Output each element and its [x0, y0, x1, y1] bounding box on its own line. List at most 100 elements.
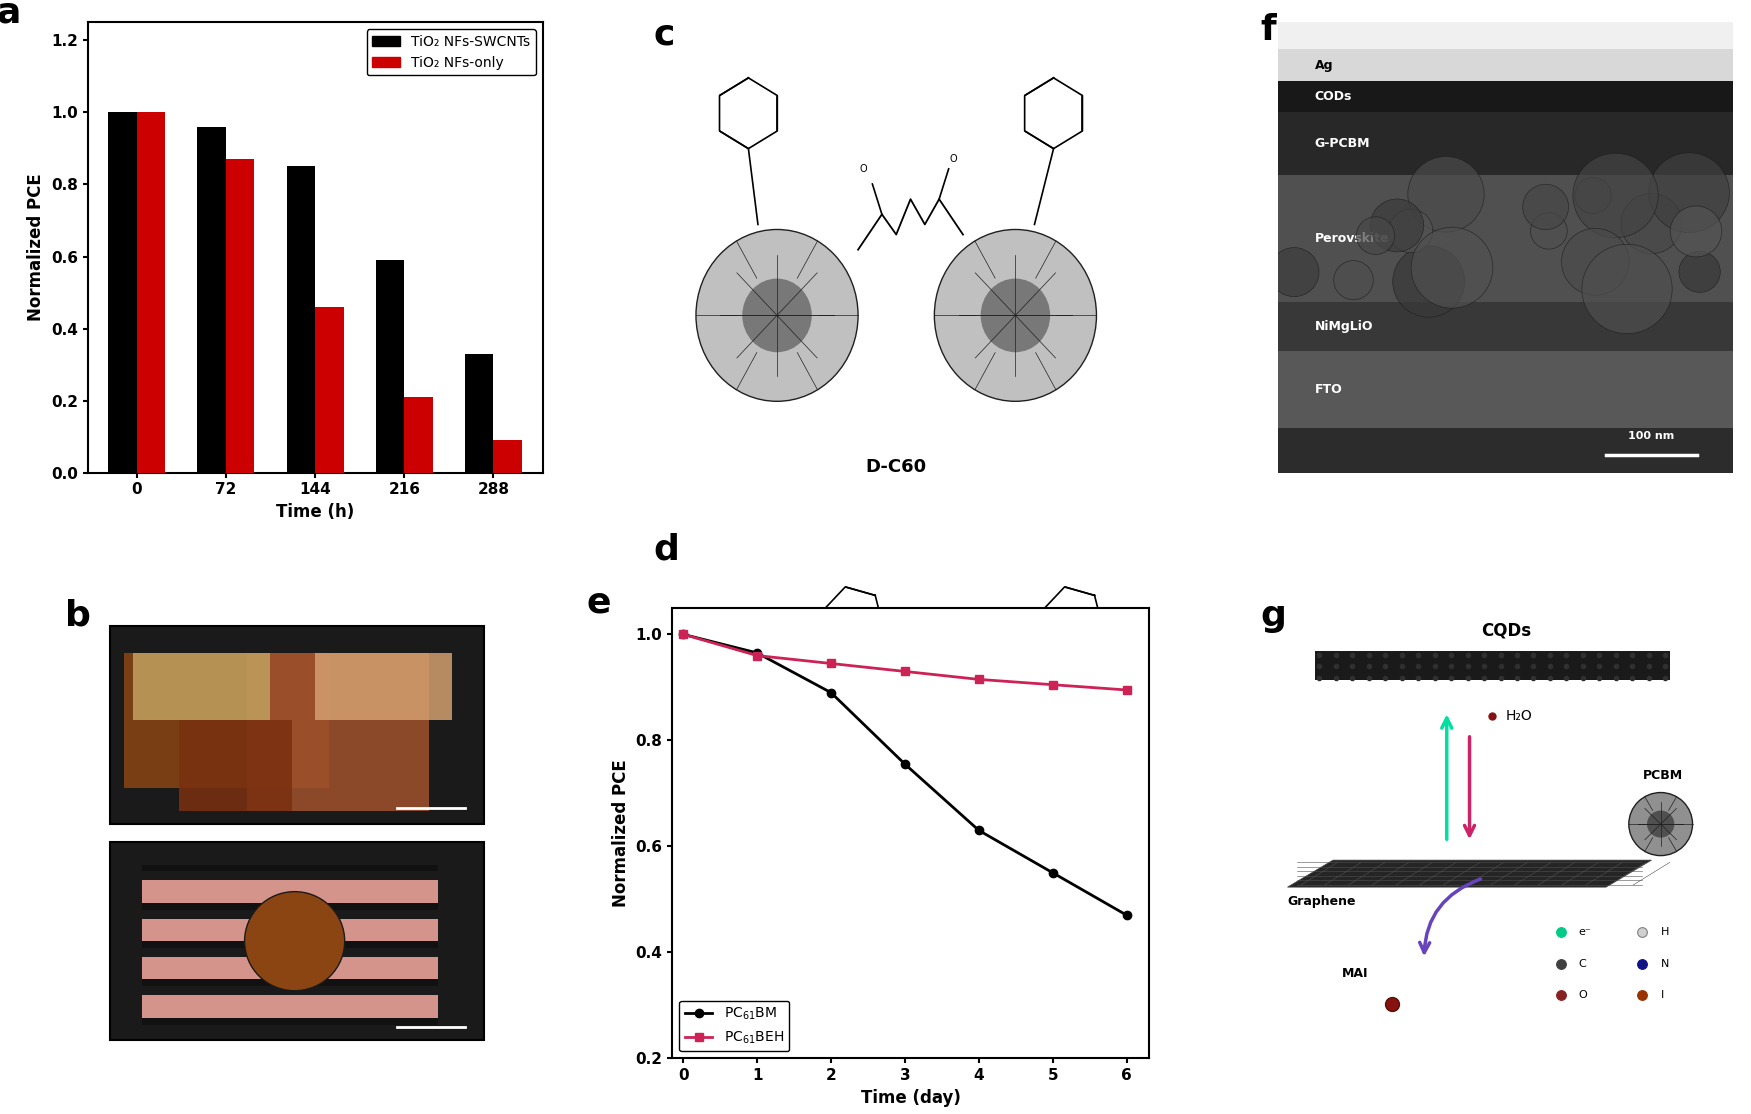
Y-axis label: Normalized PCE: Normalized PCE	[28, 174, 46, 321]
Circle shape	[1371, 199, 1424, 252]
Bar	[124, 653, 329, 788]
Circle shape	[1649, 153, 1730, 233]
Circle shape	[730, 266, 823, 364]
FancyBboxPatch shape	[110, 626, 483, 824]
Text: Graphene: Graphene	[1287, 896, 1355, 908]
Circle shape	[946, 242, 1086, 389]
Bar	[142, 995, 438, 1023]
Text: f: f	[1261, 13, 1276, 47]
Text: I: I	[1660, 990, 1663, 1000]
Text: H₂O: H₂O	[1506, 710, 1532, 723]
Circle shape	[723, 687, 832, 803]
Bar	[142, 902, 438, 910]
Circle shape	[1621, 194, 1683, 254]
Text: NiMgLiO: NiMgLiO	[1315, 320, 1373, 333]
Circle shape	[993, 291, 1038, 340]
Bar	[142, 880, 438, 908]
Circle shape	[1656, 820, 1665, 829]
Text: e⁻: e⁻	[1579, 927, 1592, 937]
Bar	[179, 721, 292, 811]
Circle shape	[763, 731, 791, 760]
Bar	[376, 260, 404, 472]
FancyBboxPatch shape	[713, 965, 812, 1040]
Circle shape	[1530, 213, 1567, 250]
Circle shape	[965, 702, 1047, 789]
Text: D-C60: D-C60	[865, 458, 926, 476]
Bar	[133, 653, 270, 721]
Text: O: O	[860, 164, 867, 174]
FancyBboxPatch shape	[110, 842, 483, 1040]
Bar	[404, 397, 432, 472]
Bar	[1278, 49, 1733, 81]
Circle shape	[695, 658, 858, 832]
Bar	[1278, 113, 1733, 175]
Circle shape	[951, 687, 1061, 803]
Bar	[198, 127, 226, 472]
Bar	[1278, 22, 1733, 49]
Circle shape	[993, 731, 1019, 760]
Bar	[1278, 175, 1733, 302]
Text: 100 nm: 100 nm	[1628, 431, 1674, 441]
Text: b: b	[65, 599, 91, 633]
Bar	[466, 354, 494, 472]
Text: H: H	[1660, 927, 1669, 937]
Circle shape	[968, 266, 1061, 364]
X-axis label: Time (h): Time (h)	[277, 504, 354, 521]
Circle shape	[1628, 792, 1693, 856]
Circle shape	[1637, 802, 1683, 847]
Bar	[247, 653, 429, 811]
Circle shape	[695, 229, 858, 401]
Text: e: e	[587, 585, 611, 619]
Text: Perovskite: Perovskite	[1315, 232, 1389, 245]
Text: O: O	[949, 154, 958, 164]
Bar	[142, 1018, 438, 1025]
Bar	[142, 919, 438, 946]
Bar	[142, 957, 438, 984]
Bar	[315, 307, 343, 472]
Circle shape	[1670, 206, 1721, 257]
Bar	[315, 653, 452, 721]
Circle shape	[1408, 156, 1485, 232]
Text: FTO: FTO	[1315, 383, 1343, 395]
Bar	[1278, 81, 1733, 113]
Circle shape	[765, 303, 788, 328]
Circle shape	[1679, 252, 1719, 292]
Circle shape	[1581, 244, 1672, 334]
Text: d: d	[653, 532, 679, 567]
Bar	[109, 113, 137, 472]
Circle shape	[1651, 815, 1670, 833]
Circle shape	[1334, 261, 1373, 300]
Circle shape	[1392, 246, 1464, 317]
Text: PC$_{61}$BEH: PC$_{61}$BEH	[975, 1035, 1047, 1053]
Text: CODs: CODs	[1315, 90, 1352, 104]
Bar	[226, 159, 254, 472]
Bar	[494, 440, 522, 472]
Circle shape	[1269, 247, 1319, 296]
Circle shape	[939, 673, 1073, 818]
Y-axis label: Normalized PCE: Normalized PCE	[611, 760, 630, 907]
Circle shape	[735, 702, 818, 789]
Circle shape	[709, 673, 846, 818]
Circle shape	[720, 254, 835, 377]
Circle shape	[1572, 154, 1658, 237]
Bar	[1278, 351, 1733, 428]
Bar	[137, 113, 165, 472]
Circle shape	[925, 658, 1087, 832]
Circle shape	[981, 278, 1051, 352]
Circle shape	[1634, 797, 1688, 851]
Circle shape	[1389, 209, 1432, 253]
Text: O: O	[1068, 909, 1075, 919]
Circle shape	[1003, 303, 1028, 328]
Circle shape	[1357, 217, 1394, 254]
X-axis label: Time (day): Time (day)	[860, 1088, 961, 1106]
Text: O: O	[1579, 990, 1588, 1000]
Circle shape	[1562, 228, 1628, 295]
Ellipse shape	[245, 891, 345, 990]
Text: a: a	[0, 0, 21, 29]
Circle shape	[958, 254, 1073, 377]
Circle shape	[749, 716, 804, 774]
Bar	[1278, 302, 1733, 351]
Circle shape	[1648, 811, 1674, 838]
Legend: TiO₂ NFs-SWCNTs, TiO₂ NFs-only: TiO₂ NFs-SWCNTs, TiO₂ NFs-only	[366, 29, 536, 76]
Text: PC$_{61}$BM: PC$_{61}$BM	[727, 1035, 790, 1053]
